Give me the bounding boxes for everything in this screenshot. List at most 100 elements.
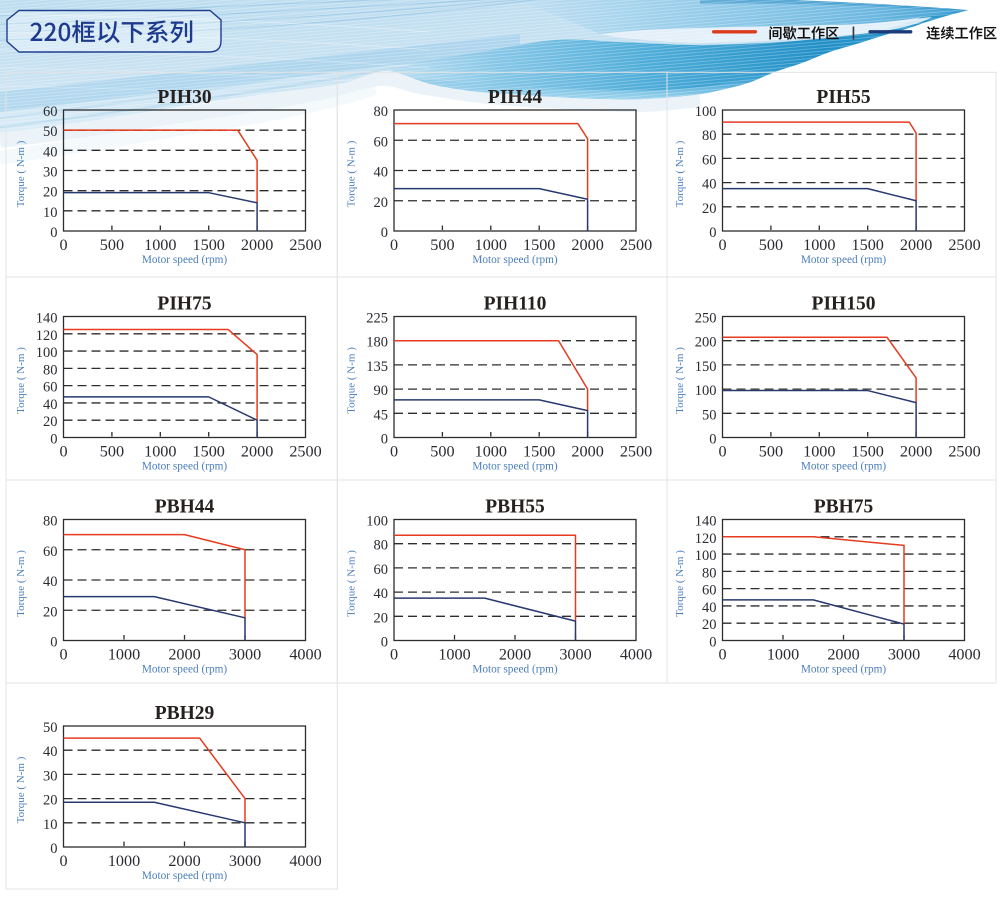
svg-text:1000: 1000	[767, 646, 799, 664]
svg-text:0: 0	[50, 635, 57, 651]
svg-text:PBH75: PBH75	[814, 497, 874, 518]
svg-text:3000: 3000	[559, 646, 591, 664]
svg-text:60: 60	[43, 544, 58, 560]
svg-text:0: 0	[390, 236, 398, 254]
svg-text:20: 20	[43, 414, 58, 430]
svg-text:3000: 3000	[229, 852, 261, 870]
svg-text:2000: 2000	[168, 852, 200, 870]
svg-text:2500: 2500	[620, 443, 652, 461]
svg-text:1000: 1000	[475, 236, 507, 254]
svg-text:10: 10	[43, 205, 58, 221]
svg-text:0: 0	[709, 635, 716, 651]
svg-text:40: 40	[702, 177, 717, 193]
svg-text:180: 180	[366, 335, 388, 351]
svg-text:2500: 2500	[289, 236, 321, 254]
svg-text:Torque ( N-m ): Torque ( N-m )	[346, 140, 358, 207]
svg-text:90: 90	[374, 383, 389, 399]
svg-text:Motor speed (rpm): Motor speed (rpm)	[142, 460, 228, 472]
svg-text:100: 100	[695, 383, 717, 399]
svg-text:Motor speed (rpm): Motor speed (rpm)	[142, 663, 228, 675]
svg-text:40: 40	[702, 600, 717, 616]
svg-text:20: 20	[702, 617, 717, 633]
svg-text:4000: 4000	[620, 646, 652, 664]
svg-text:100: 100	[695, 104, 717, 120]
svg-text:500: 500	[100, 236, 124, 254]
svg-text:1000: 1000	[438, 646, 470, 664]
svg-text:20: 20	[43, 793, 58, 809]
svg-text:80: 80	[43, 514, 58, 530]
svg-text:50: 50	[43, 720, 58, 736]
svg-text:2500: 2500	[620, 236, 652, 254]
svg-text:1500: 1500	[852, 443, 884, 461]
svg-text:Torque ( N-m ): Torque ( N-m )	[346, 347, 358, 414]
svg-text:1500: 1500	[852, 236, 884, 254]
svg-text:500: 500	[100, 443, 124, 461]
svg-text:30: 30	[43, 768, 58, 784]
svg-text:2000: 2000	[241, 236, 273, 254]
svg-text:80: 80	[702, 128, 717, 144]
svg-text:1000: 1000	[108, 852, 140, 870]
svg-text:150: 150	[695, 359, 717, 375]
svg-text:20: 20	[374, 195, 389, 211]
svg-text:40: 40	[43, 744, 58, 760]
svg-text:1000: 1000	[144, 236, 176, 254]
svg-text:20: 20	[702, 201, 717, 217]
svg-text:100: 100	[36, 345, 58, 361]
svg-text:0: 0	[718, 236, 726, 254]
svg-text:1000: 1000	[803, 443, 835, 461]
svg-text:0: 0	[381, 635, 388, 651]
svg-text:PIH30: PIH30	[157, 87, 211, 108]
svg-text:10: 10	[43, 817, 58, 833]
svg-text:2000: 2000	[168, 646, 200, 664]
svg-text:Motor speed (rpm): Motor speed (rpm)	[142, 870, 228, 882]
svg-text:0: 0	[59, 852, 67, 870]
svg-text:0: 0	[59, 236, 67, 254]
svg-text:0: 0	[390, 646, 398, 664]
svg-text:135: 135	[366, 359, 388, 375]
svg-text:80: 80	[374, 538, 389, 554]
svg-text:250: 250	[695, 311, 717, 327]
svg-text:0: 0	[59, 443, 67, 461]
svg-text:1500: 1500	[193, 236, 225, 254]
svg-text:60: 60	[374, 562, 389, 578]
svg-text:60: 60	[43, 104, 58, 120]
svg-text:1000: 1000	[144, 443, 176, 461]
svg-text:80: 80	[702, 565, 717, 581]
svg-text:2000: 2000	[241, 443, 273, 461]
svg-text:1000: 1000	[108, 646, 140, 664]
svg-text:Torque ( N-m ): Torque ( N-m )	[674, 140, 686, 207]
svg-text:500: 500	[430, 236, 454, 254]
svg-text:20: 20	[43, 604, 58, 620]
svg-text:60: 60	[702, 152, 717, 168]
svg-text:120: 120	[36, 328, 58, 344]
svg-text:60: 60	[43, 380, 58, 396]
svg-text:PIH75: PIH75	[157, 294, 211, 315]
svg-text:2000: 2000	[900, 236, 932, 254]
svg-text:0: 0	[709, 432, 716, 448]
svg-text:100: 100	[366, 514, 388, 530]
svg-text:120: 120	[695, 531, 717, 547]
svg-text:Torque ( N-m ): Torque ( N-m )	[15, 550, 27, 617]
svg-text:PIH150: PIH150	[812, 294, 876, 315]
svg-text:225: 225	[366, 311, 388, 327]
svg-text:Motor speed (rpm): Motor speed (rpm)	[472, 254, 558, 266]
svg-text:45: 45	[374, 407, 389, 423]
svg-text:0: 0	[381, 432, 388, 448]
svg-text:Torque ( N-m ): Torque ( N-m )	[15, 756, 27, 823]
svg-text:20: 20	[374, 610, 389, 626]
svg-text:1500: 1500	[193, 443, 225, 461]
svg-text:Motor speed (rpm): Motor speed (rpm)	[142, 254, 228, 266]
svg-text:500: 500	[430, 443, 454, 461]
svg-text:40: 40	[43, 397, 58, 413]
svg-text:Torque ( N-m ): Torque ( N-m )	[674, 347, 686, 414]
svg-text:1000: 1000	[475, 443, 507, 461]
svg-text:0: 0	[718, 443, 726, 461]
svg-text:20: 20	[43, 185, 58, 201]
svg-text:Torque ( N-m ): Torque ( N-m )	[674, 550, 686, 617]
svg-text:PIH44: PIH44	[488, 87, 542, 108]
svg-text:PIH55: PIH55	[816, 87, 870, 108]
svg-text:2500: 2500	[948, 443, 980, 461]
svg-text:0: 0	[50, 432, 57, 448]
svg-text:Torque ( N-m ): Torque ( N-m )	[15, 347, 27, 414]
svg-text:0: 0	[718, 646, 726, 664]
